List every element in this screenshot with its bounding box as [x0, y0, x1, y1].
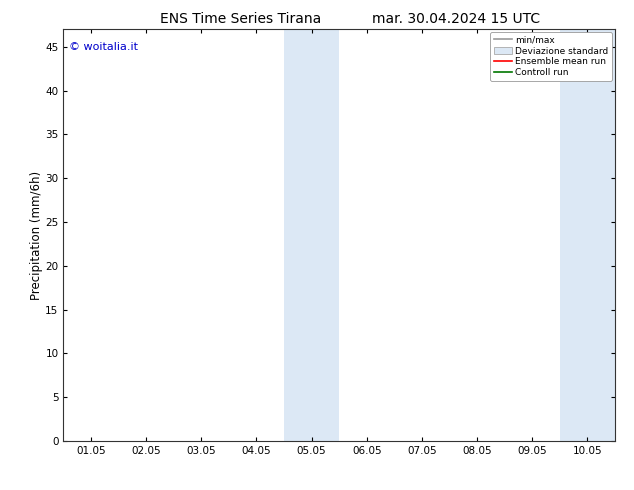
- Legend: min/max, Deviazione standard, Ensemble mean run, Controll run: min/max, Deviazione standard, Ensemble m…: [490, 32, 612, 81]
- Bar: [588, 29, 615, 441]
- Y-axis label: Precipitation (mm/6h): Precipitation (mm/6h): [30, 171, 42, 300]
- Text: ENS Time Series Tirana: ENS Time Series Tirana: [160, 12, 321, 26]
- Bar: [312, 29, 339, 441]
- Text: © woitalia.it: © woitalia.it: [69, 42, 138, 52]
- Bar: [284, 29, 312, 441]
- Text: mar. 30.04.2024 15 UTC: mar. 30.04.2024 15 UTC: [372, 12, 541, 26]
- Bar: [560, 29, 588, 441]
